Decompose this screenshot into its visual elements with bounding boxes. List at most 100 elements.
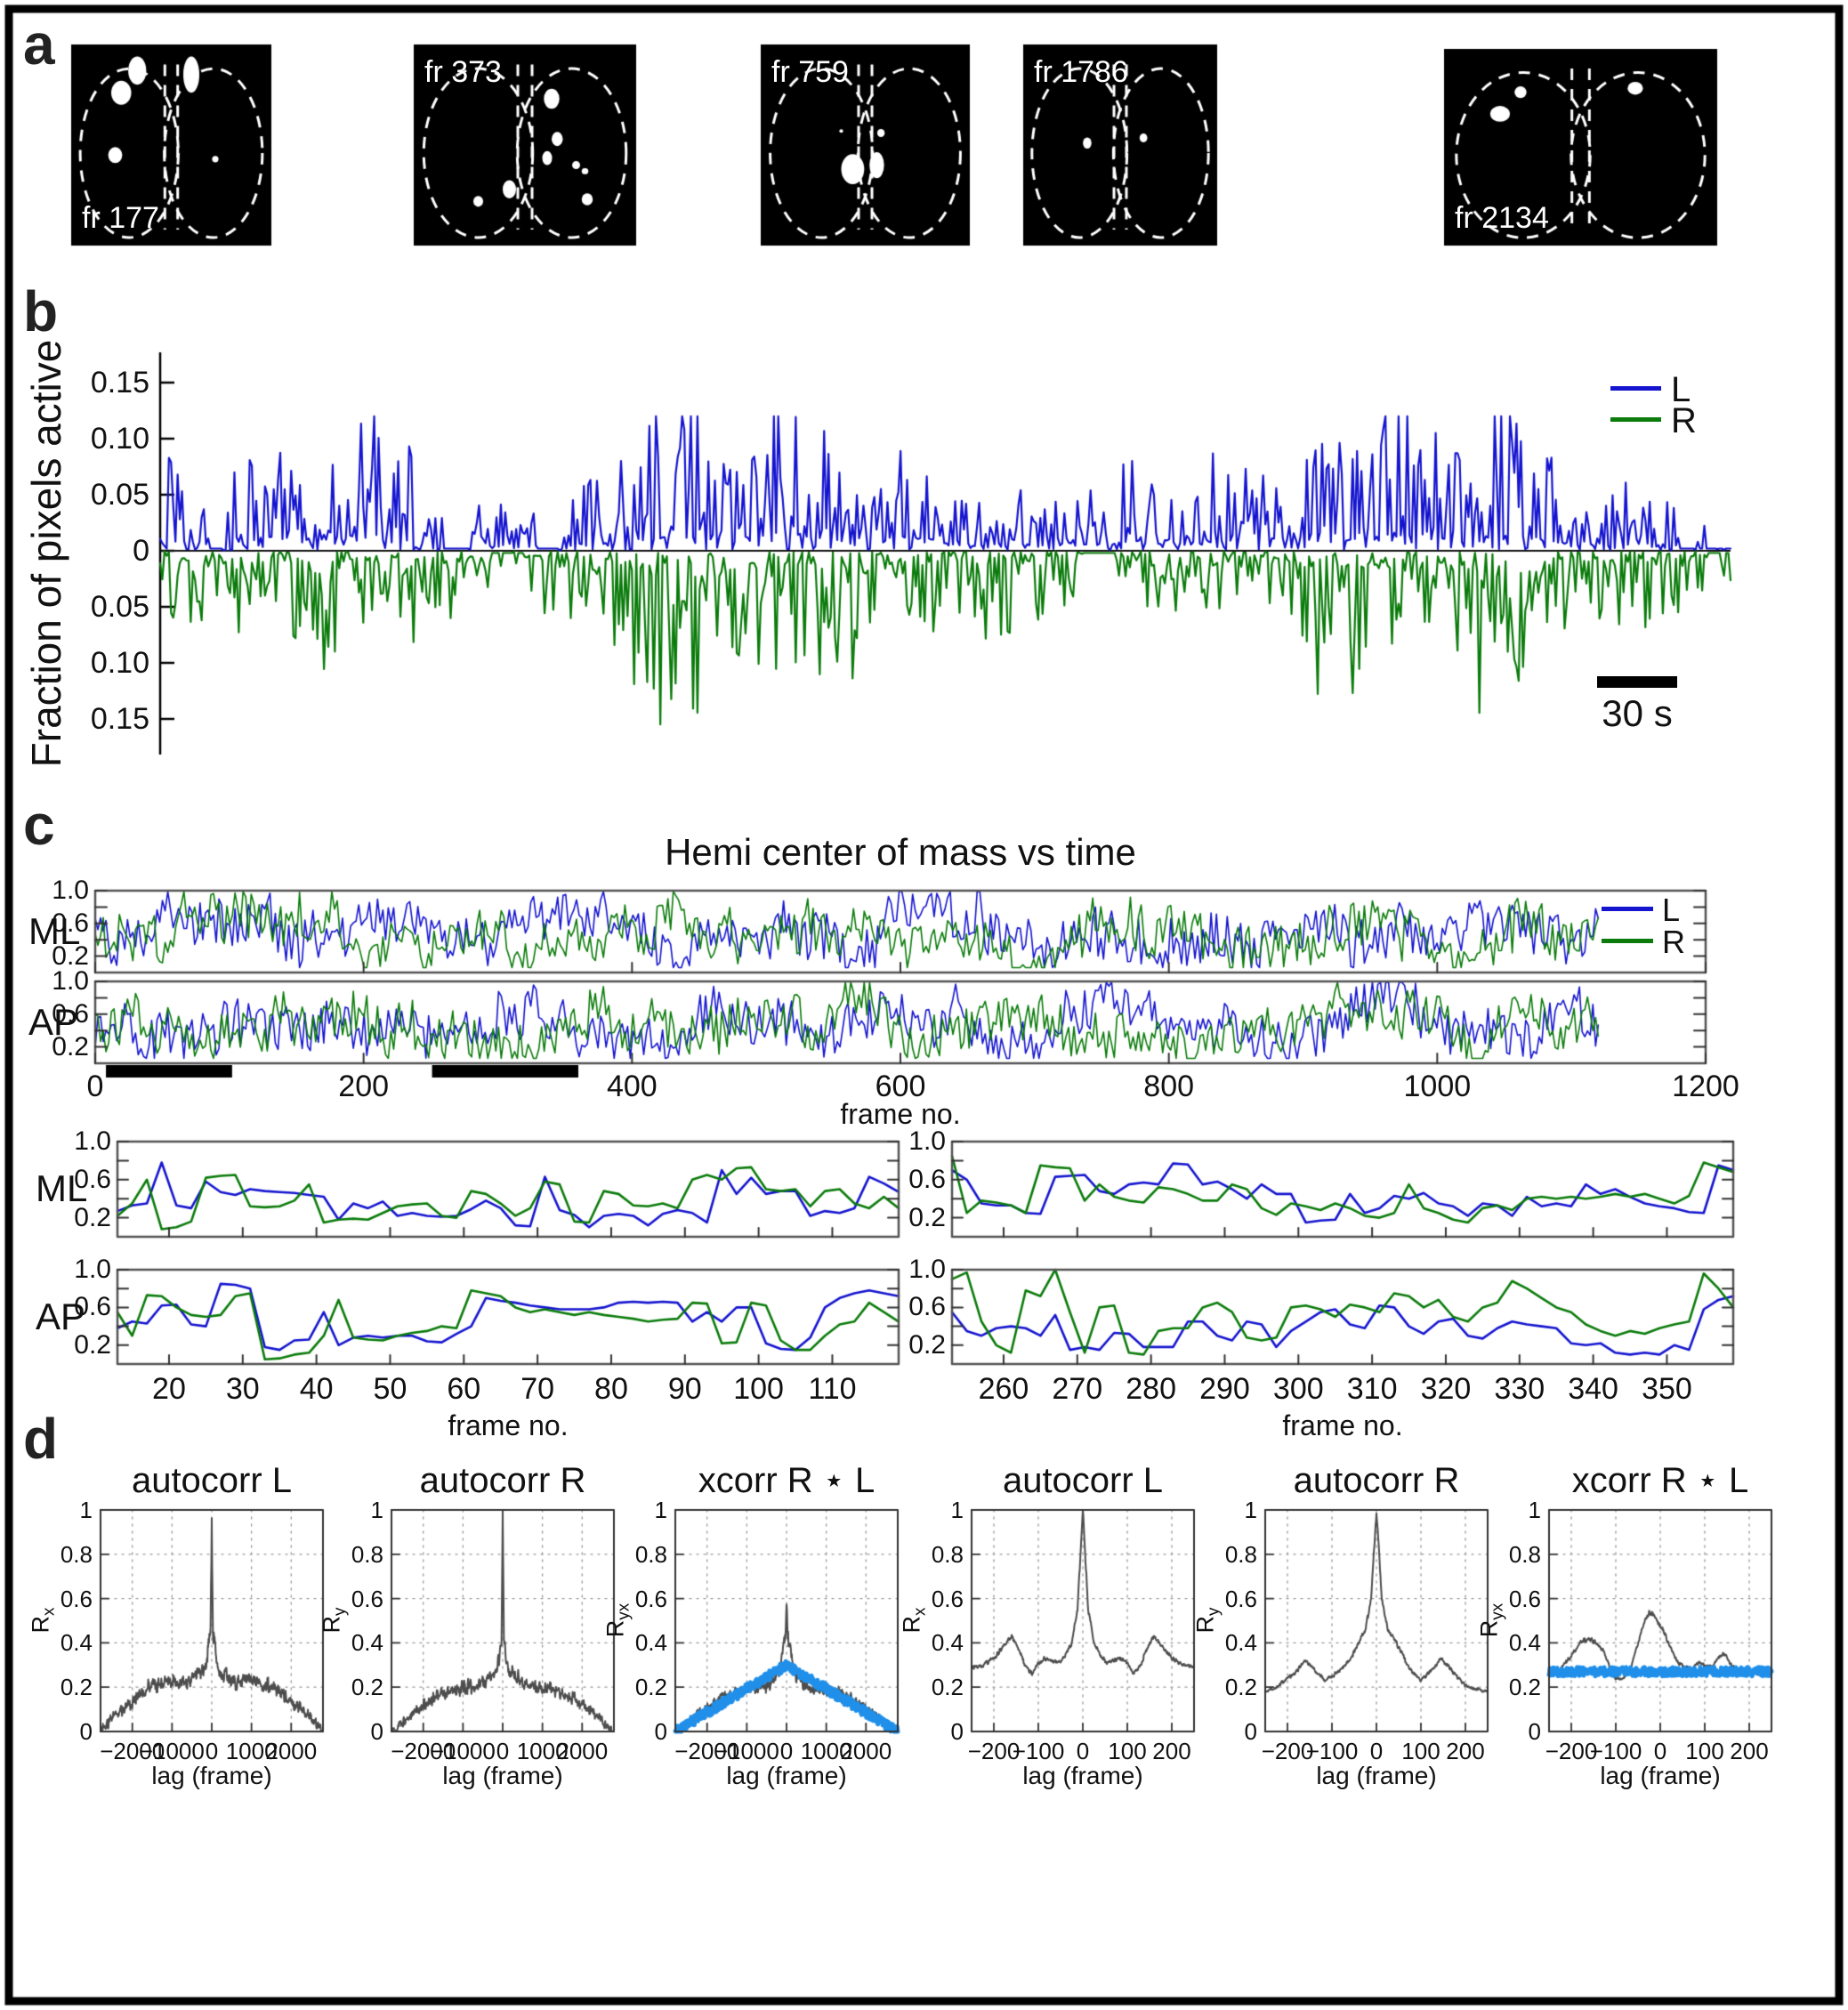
d-ytick-label: 0.6 — [931, 1585, 964, 1612]
c-zoom-xtick-label: 310 — [1346, 1372, 1398, 1406]
b-ytick-label: 0 — [133, 534, 149, 568]
c-zoom-ytick-label: 0.2 — [74, 1202, 111, 1232]
d-xtick-label: −2000 — [391, 1738, 456, 1764]
d-ylabel-base: R — [1475, 1619, 1503, 1638]
legend-line-r — [1602, 939, 1653, 943]
d-ytick-label: 0.2 — [1508, 1674, 1541, 1701]
c-ytick-label: 0.2 — [52, 940, 89, 971]
d-xlabel: lag (frame) — [1022, 1762, 1143, 1789]
d-ytick-label: 0.4 — [60, 1629, 93, 1657]
c-zoom-ytick-label: 0.6 — [908, 1292, 946, 1322]
c-zoom-xtick-label: 290 — [1199, 1372, 1250, 1406]
d-xtick-label: 1000 — [800, 1738, 852, 1764]
d-ytick-label: 1 — [1528, 1497, 1541, 1523]
panel-b-ylabel: Fraction of pixels active — [23, 339, 69, 768]
d-xlabel: lag (frame) — [442, 1762, 563, 1789]
d-ytick-label: 0.6 — [634, 1585, 667, 1612]
d-ytick-label: 1 — [79, 1497, 93, 1523]
d-xtick-label: 200 — [1730, 1738, 1769, 1764]
c-ytick-label: 1.0 — [52, 966, 89, 996]
d-ytick-label: 1 — [370, 1497, 383, 1523]
row-label-ap-zoom: AP — [36, 1296, 86, 1337]
d-ytick-label: 0.8 — [931, 1540, 964, 1568]
c-zoom-xtick-label: 50 — [373, 1372, 408, 1406]
c-xtick-label: 600 — [875, 1070, 926, 1103]
frame-label: fr 1786 — [1034, 55, 1128, 89]
d-ytick-label: 0 — [370, 1718, 383, 1745]
d-ylabel-base: R — [898, 1615, 925, 1634]
panel-c-xlabel-top: frame no. — [840, 1098, 961, 1130]
c-ytick-label: 0.6 — [52, 908, 89, 938]
d-ytick-label: 0 — [79, 1718, 93, 1745]
c-xtick-label: 800 — [1143, 1070, 1195, 1103]
d-xtick-label: −1000 — [139, 1738, 205, 1764]
d-plot-title: autocorr L — [131, 1461, 293, 1500]
c-zoom-xtick-label: 350 — [1642, 1372, 1692, 1406]
d-ytick-label: 0.8 — [60, 1540, 93, 1568]
d-plot-title: xcorr R ⋆ L — [698, 1461, 876, 1500]
c-zoom-xtick-label: 280 — [1126, 1372, 1177, 1406]
d-xlabel: lag (frame) — [726, 1762, 847, 1789]
panel-c-xlabel-zoom-right: frame no. — [1282, 1409, 1403, 1441]
d-xtick-label: −2000 — [674, 1738, 740, 1764]
d-ytick-label: 0.2 — [634, 1674, 667, 1701]
b-ytick-label: 0.10 — [90, 422, 149, 456]
d-xtick-label: −200 — [1545, 1738, 1598, 1764]
c-zoom-ytick-label: 1.0 — [908, 1255, 946, 1284]
panel-b-legend-l-label: L — [1671, 370, 1691, 409]
legend-line-l — [1610, 386, 1661, 391]
d-ytick-label: 0 — [1528, 1718, 1541, 1745]
d-ylabel-sub: x — [39, 1607, 59, 1616]
row-label-ap-top: AP — [28, 1001, 79, 1043]
c-zoom-xtick-label: 80 — [594, 1372, 628, 1406]
panel-letter-a: a — [23, 12, 55, 77]
c-zoom-ytick-label: 0.6 — [908, 1164, 946, 1194]
c-zoom-xtick-label: 20 — [152, 1372, 186, 1406]
d-ytick-label: 1 — [1244, 1497, 1257, 1523]
d-xlabel: lag (frame) — [151, 1762, 272, 1789]
d-ytick-label: 0.4 — [1508, 1629, 1541, 1657]
d-ytick-label: 0.8 — [1224, 1540, 1257, 1568]
d-ytick-label: 0 — [950, 1718, 964, 1745]
panel-letter-c: c — [23, 793, 55, 857]
panel-c-title: Hemi center of mass vs time — [665, 831, 1136, 873]
d-xtick-label: 100 — [1685, 1738, 1724, 1764]
c-zoom-ytick-label: 0.2 — [74, 1329, 111, 1360]
b-ytick-label: 0.05 — [90, 590, 149, 624]
frame-label: fr 373 — [424, 55, 502, 89]
d-xtick-label: 200 — [1446, 1738, 1485, 1764]
d-xtick-label: 0 — [1369, 1738, 1384, 1764]
row-label-ml-zoom: ML — [36, 1167, 88, 1209]
d-ytick-label: 1 — [654, 1497, 667, 1523]
d-xtick-label: 0 — [1653, 1738, 1667, 1764]
panel-c-xlabel-zoom-left: frame no. — [448, 1409, 569, 1441]
d-xtick-label: −1000 — [430, 1738, 496, 1764]
d-xlabel: lag (frame) — [1316, 1762, 1437, 1789]
d-plot-title: autocorr R — [419, 1461, 586, 1500]
d-plot-title: xcorr R ⋆ L — [1571, 1461, 1749, 1500]
scale-bar — [1597, 676, 1677, 688]
c-zoom-xtick-label: 320 — [1420, 1372, 1472, 1406]
d-ytick-label: 0.6 — [1224, 1585, 1257, 1612]
d-xtick-label: 100 — [1108, 1738, 1147, 1764]
c-xtick-label: 1200 — [1672, 1070, 1739, 1103]
d-xtick-label: −1000 — [714, 1738, 779, 1764]
d-ytick-label: 0.4 — [634, 1629, 667, 1657]
panel-letter-b: b — [23, 279, 59, 343]
c-zoom-xtick-label: 330 — [1494, 1372, 1545, 1406]
c-zoom-xtick-label: 260 — [978, 1372, 1029, 1406]
b-ytick-label: 0.10 — [90, 646, 149, 680]
c-zoom-xtick-label: 30 — [225, 1372, 260, 1406]
d-ylabel-sub: y — [330, 1607, 350, 1616]
d-xtick-label: 100 — [1401, 1738, 1440, 1764]
c-zoom-ytick-label: 1.0 — [908, 1126, 946, 1156]
c-zoom-ytick-label: 0.2 — [908, 1329, 946, 1360]
d-xtick-label: 1000 — [516, 1738, 569, 1764]
d-ytick-label: 0 — [1244, 1718, 1257, 1745]
c-xtick-label: 400 — [606, 1070, 658, 1103]
c-zoom-xtick-label: 60 — [447, 1372, 481, 1406]
c-zoom-xtick-label: 70 — [521, 1372, 555, 1406]
c-zoom-ytick-label: 1.0 — [74, 1126, 111, 1156]
